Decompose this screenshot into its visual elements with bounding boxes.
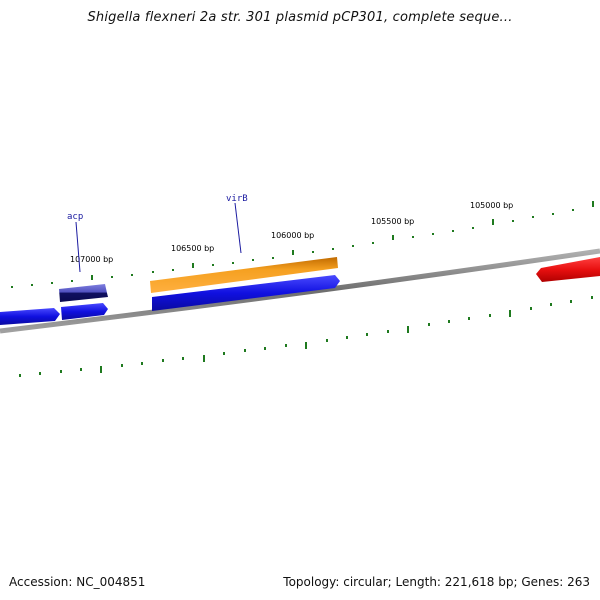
map-title: Shigella flexneri 2a str. 301 plasmid pC… [87, 10, 513, 25]
gene-label-acp: acp [67, 212, 83, 222]
outer-tick-ring [11, 201, 594, 288]
bp-label-105000: 105000 bp [470, 201, 513, 210]
gene-acp[interactable] [59, 284, 108, 302]
summary-text: Topology: circular; Length: 221,618 bp; … [283, 575, 590, 589]
virB-label-leader [234, 202, 242, 254]
bp-label-105500: 105500 bp [371, 217, 414, 226]
inner-tick-ring [19, 296, 593, 377]
acp-label-leader [75, 221, 81, 273]
gene-label-virB: virB [226, 194, 248, 204]
bp-label-106500: 106500 bp [171, 244, 214, 253]
gene-virB[interactable] [150, 257, 338, 293]
gene-forward-small[interactable] [61, 303, 108, 320]
bp-label-107000: 107000 bp [70, 255, 113, 264]
accession-text: Accession: NC_004851 [9, 575, 146, 589]
gene-highlight-red[interactable] [536, 257, 600, 282]
gene-forward-long[interactable] [152, 275, 340, 311]
gene-forward-left-edge[interactable] [0, 308, 60, 325]
bp-label-106000: 106000 bp [271, 231, 314, 240]
plasmid-backbone [0, 248, 600, 334]
